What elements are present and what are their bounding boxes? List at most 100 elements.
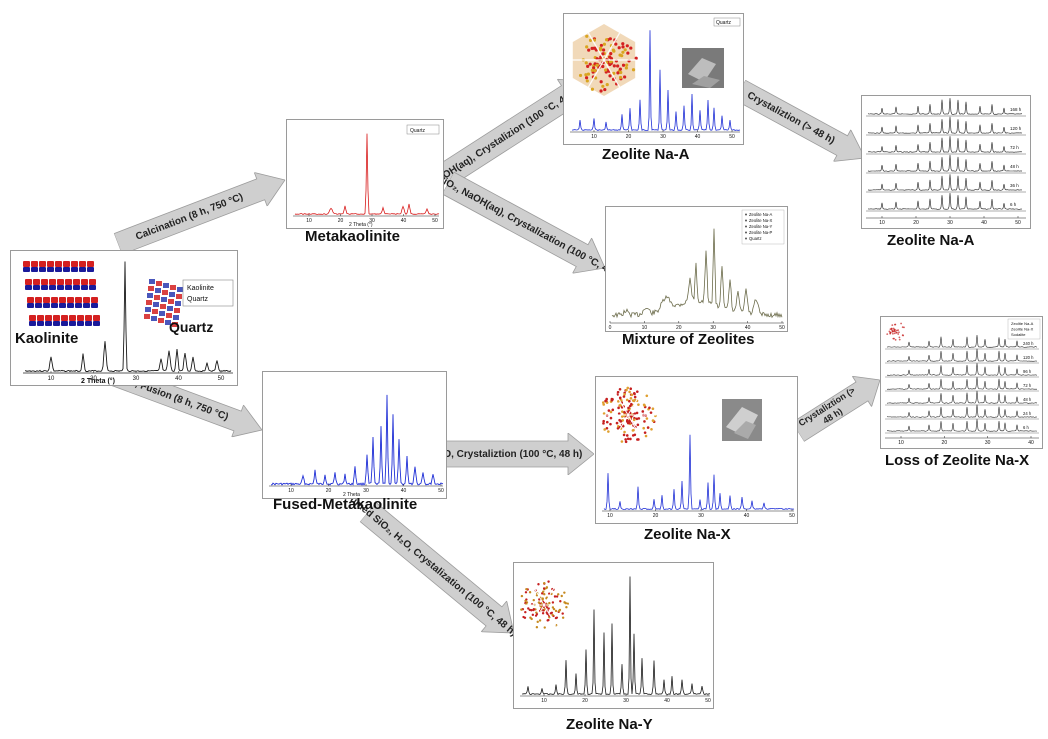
panel-mixture-of-zeolites: Zeolite Na-A Zeolite Na-X Zeolite Na-Y Zeol… bbox=[605, 206, 788, 332]
zeolite-na-y-trace bbox=[521, 576, 710, 696]
svg-text:6 h: 6 h bbox=[1023, 425, 1029, 430]
kaolinite-structure-left bbox=[23, 261, 100, 326]
x-tick-labels: 10 20 30 40 50 bbox=[306, 214, 438, 224]
zeolite-na-x-trace bbox=[603, 434, 795, 511]
svg-text:30: 30 bbox=[363, 488, 369, 494]
legend-kaolinite: Kaolinite bbox=[187, 285, 214, 292]
svg-text:10: 10 bbox=[898, 440, 904, 446]
svg-text:50: 50 bbox=[438, 488, 444, 494]
svg-text:Zeolite Na-X: Zeolite Na-X bbox=[749, 218, 772, 223]
caption-zeolite-na-a-right: Zeolite Na-A bbox=[887, 232, 975, 249]
svg-text:20: 20 bbox=[676, 325, 682, 331]
x-tick-labels: 10 20 30 40 bbox=[898, 436, 1034, 446]
x-tick-labels: 10 20 30 40 50 bbox=[288, 484, 444, 494]
caption-mixture: Mixture of Zeolites bbox=[622, 331, 755, 348]
zeolite-na-a-trace bbox=[571, 30, 741, 132]
svg-text:10: 10 bbox=[541, 698, 547, 704]
caption-loss-na-x: Loss of Zeolite Na-X bbox=[885, 452, 1030, 469]
panel-zeolite-na-y: 10 20 30 40 50 bbox=[513, 562, 714, 709]
zeolite-a-structure bbox=[571, 24, 638, 96]
svg-text:40: 40 bbox=[981, 220, 987, 226]
legend-quartz: Quartz bbox=[410, 128, 426, 134]
arrow-fumed-h2o: Fumed SiO₂, H₂O, Crystalization (100 °C,… bbox=[343, 490, 527, 649]
svg-text:20: 20 bbox=[913, 220, 919, 226]
arrow-calcination: Calcination (8 h, 750 °C) bbox=[112, 163, 292, 261]
svg-text:96 h: 96 h bbox=[1023, 369, 1032, 374]
svg-text:Zeolite Na-Y: Zeolite Na-Y bbox=[749, 224, 772, 229]
panel-zeolite-na-a-time: 168 h 120 h 72 h 48 h 36 h 6 h 10 20 30 40 50 bbox=[861, 95, 1031, 229]
x-tick-labels: 10 20 30 40 50 bbox=[48, 371, 225, 382]
panel-kaolinite: Kaolinite Quartz 10 20 30 40 50 2 Theta (°) … bbox=[10, 250, 238, 386]
svg-text:240 h: 240 h bbox=[1023, 341, 1034, 346]
svg-text:10: 10 bbox=[288, 488, 294, 494]
svg-text:Sodalite: Sodalite bbox=[1011, 332, 1026, 337]
svg-text:30: 30 bbox=[947, 220, 953, 226]
svg-text:168 h: 168 h bbox=[1010, 107, 1022, 112]
svg-text:30: 30 bbox=[710, 325, 716, 331]
panel-fused-metakaolinite: 10 20 30 40 50 2 Theta bbox=[262, 371, 447, 499]
zeolite-x-structure-small bbox=[886, 322, 905, 341]
panel-zeolite-na-a: Quartz 10 20 30 40 50 bbox=[563, 13, 744, 145]
svg-text:10: 10 bbox=[607, 513, 613, 519]
x-tick-labels: 10 20 30 40 50 bbox=[591, 130, 735, 140]
time-labels: 168 h 120 h 72 h 48 h 36 h 6 h bbox=[1010, 107, 1022, 207]
svg-text:50: 50 bbox=[779, 325, 785, 331]
svg-text:50: 50 bbox=[1015, 220, 1021, 226]
svg-text:Zeolite Na-A: Zeolite Na-A bbox=[1011, 321, 1034, 326]
legend-box bbox=[182, 279, 234, 307]
svg-text:30: 30 bbox=[660, 134, 666, 140]
time-series-traces bbox=[885, 334, 1039, 434]
arrow-fumed-naoh: Fumed SiO₂, NaOH(aq), Crystalization (10… bbox=[404, 155, 626, 285]
svg-text:20: 20 bbox=[626, 134, 632, 140]
legend-box bbox=[406, 124, 440, 135]
svg-text:10: 10 bbox=[48, 376, 55, 382]
svg-text:20: 20 bbox=[653, 513, 659, 519]
svg-text:20: 20 bbox=[90, 376, 97, 382]
svg-text:72 h: 72 h bbox=[1023, 383, 1032, 388]
svg-text:30: 30 bbox=[133, 376, 140, 382]
legend-quartz: Quartz bbox=[187, 296, 209, 303]
svg-text:40: 40 bbox=[744, 513, 750, 519]
x-tick-labels: 0 10 20 30 40 50 bbox=[609, 321, 785, 331]
svg-text:30: 30 bbox=[623, 698, 629, 704]
arrow-h2o-crystalization: H₂O, Crystaliztion (100 °C, 48 h) bbox=[431, 433, 594, 475]
arrow-label: Fumed SiO₂, H₂O, Crystalization (100 °C,… bbox=[343, 490, 519, 639]
fused-xrd-plot: 10 20 30 40 50 2 Theta bbox=[269, 394, 444, 498]
quartz-structure bbox=[144, 279, 183, 327]
quartz-label: Quartz bbox=[169, 319, 213, 335]
svg-text:50: 50 bbox=[789, 513, 795, 519]
svg-text:40: 40 bbox=[1028, 440, 1034, 446]
x-tick-labels: 10 20 30 40 50 bbox=[879, 216, 1021, 226]
metakaolinite-trace bbox=[294, 133, 440, 216]
time-labels: 240 h 120 h 96 h 72 h 48 h 24 h 6 h bbox=[1023, 341, 1034, 430]
legend-quartz: Quartz bbox=[716, 20, 732, 26]
caption-fused: Fused-Metakaolinite bbox=[273, 496, 418, 513]
svg-text:120 h: 120 h bbox=[1023, 355, 1034, 360]
zeolite-na-y-xrd-plot: 10 20 30 40 50 bbox=[520, 576, 711, 704]
svg-text:10: 10 bbox=[642, 325, 648, 331]
svg-text:20: 20 bbox=[326, 488, 332, 494]
svg-text:48 h: 48 h bbox=[1010, 164, 1019, 169]
svg-text:24 h: 24 h bbox=[1023, 411, 1032, 416]
arrow-label: H₂O, Crystaliztion (100 °C, 48 h) bbox=[431, 448, 583, 460]
svg-text:48 h: 48 h bbox=[1023, 397, 1032, 402]
svg-text:40: 40 bbox=[401, 218, 407, 224]
panel-zeolite-na-x: 10 20 30 40 50 bbox=[595, 376, 798, 524]
legend-box bbox=[713, 17, 741, 27]
x-tick-labels: 10 20 30 40 50 bbox=[607, 509, 795, 519]
time-series-traces bbox=[866, 98, 1026, 212]
svg-text:0: 0 bbox=[609, 325, 612, 331]
svg-text:50: 50 bbox=[729, 134, 735, 140]
arrow-label: Calcination (8 h, 750 °C) bbox=[134, 191, 245, 243]
zeolite-na-x-xrd-plot: 10 20 30 40 50 bbox=[600, 386, 795, 519]
kaolinite-label: Kaolinite bbox=[15, 330, 78, 347]
svg-text:20: 20 bbox=[582, 698, 588, 704]
svg-text:Zeolite Na-A: Zeolite Na-A bbox=[749, 212, 772, 217]
svg-text:40: 40 bbox=[401, 488, 407, 494]
svg-text:30: 30 bbox=[698, 513, 704, 519]
arrow-label: Fumed SiO₂, NaOH(aq), Crystalization (10… bbox=[404, 155, 626, 283]
svg-text:72 h: 72 h bbox=[1010, 145, 1019, 150]
